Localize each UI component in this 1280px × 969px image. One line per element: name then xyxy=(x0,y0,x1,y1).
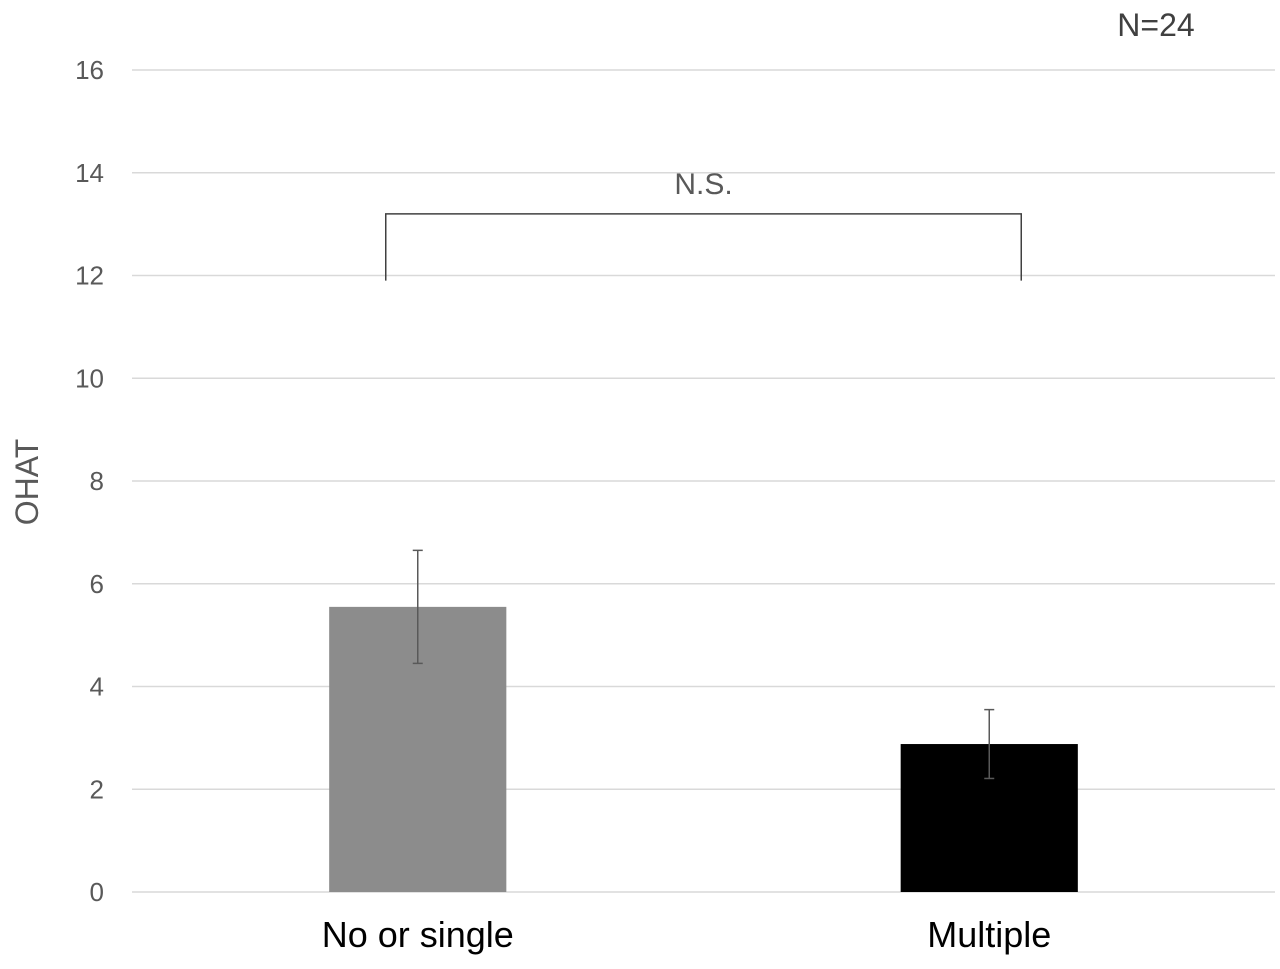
bars xyxy=(329,606,1078,892)
y-tick-label: 0 xyxy=(90,877,104,907)
y-tick-label: 16 xyxy=(75,55,104,85)
y-tick-labels: 0 2 4 6 8 10 12 14 16 xyxy=(75,55,104,907)
category-labels: No or single Multiple xyxy=(322,914,1052,955)
category-label: Multiple xyxy=(927,914,1051,955)
significance-label: N.S. xyxy=(674,168,732,201)
error-bar xyxy=(412,549,423,665)
error-bar xyxy=(984,708,995,780)
significance-bracket xyxy=(385,213,1022,281)
y-tick-label: 6 xyxy=(90,569,104,599)
gridlines xyxy=(132,69,1275,893)
y-tick-label: 4 xyxy=(90,672,104,702)
y-axis-title: OHAT xyxy=(9,439,45,526)
y-tick-label: 2 xyxy=(90,774,104,804)
y-tick-label: 14 xyxy=(75,158,104,188)
error-bars xyxy=(412,549,995,780)
sample-size-label: N=24 xyxy=(1117,7,1194,43)
y-tick-label: 10 xyxy=(75,363,104,393)
y-tick-label: 12 xyxy=(75,261,104,291)
y-tick-label: 8 xyxy=(90,466,104,496)
category-label: No or single xyxy=(322,914,514,955)
